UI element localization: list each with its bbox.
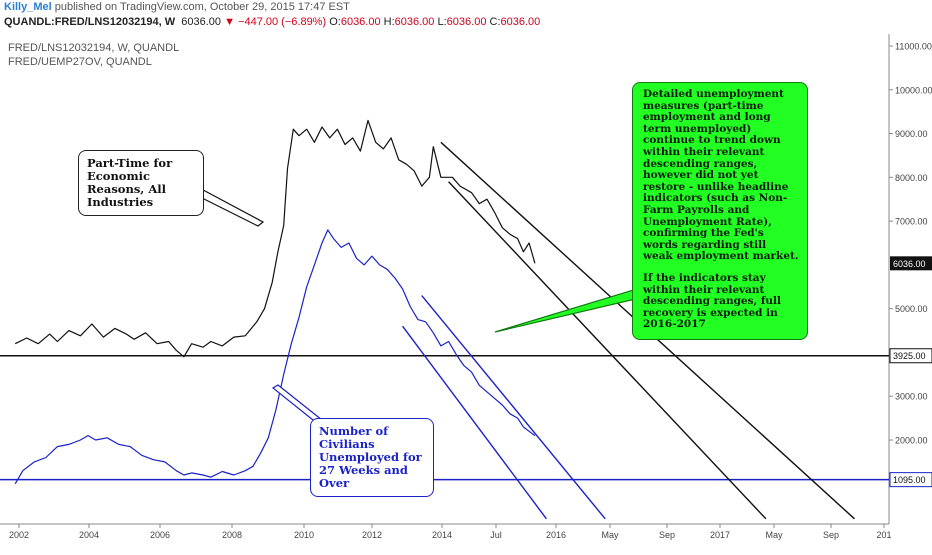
y-tick-label: 2000.00 bbox=[895, 436, 928, 446]
y-tick-label: 11000.00 bbox=[895, 42, 932, 52]
x-tick-label: 2014 bbox=[432, 530, 452, 540]
open-label: O: bbox=[329, 16, 341, 28]
chart-canvas[interactable]: 11000.00 10000.00 9000.00 8000.00 7000.00 500… bbox=[0, 34, 932, 550]
main-series-label[interactable]: FRED/LNS12032194, W, QUANDL bbox=[8, 42, 180, 54]
callout-analysis-note[interactable]: Detailed unemployment measures (part-tim… bbox=[632, 82, 808, 340]
x-tick-label: 2012 bbox=[362, 530, 382, 540]
callout-part-time[interactable]: Part-Time for Economic Reasons, All Indu… bbox=[78, 150, 204, 216]
x-tick-label: 2016 bbox=[546, 530, 566, 540]
last-price-label: 6036.00 bbox=[893, 259, 926, 269]
x-tick-label: 2010 bbox=[294, 530, 314, 540]
x-tick-label: May bbox=[765, 530, 783, 540]
x-tick-label: Sep bbox=[659, 530, 675, 540]
long-term-unemployed-series-line bbox=[14, 229, 536, 485]
last-price: 6036.00 bbox=[181, 16, 222, 28]
down-arrow-icon: ▼ bbox=[224, 16, 235, 28]
chart-area[interactable]: 11000.00 10000.00 9000.00 8000.00 7000.00 500… bbox=[0, 34, 932, 550]
part-time-series-line bbox=[14, 119, 536, 358]
x-tick-label: Jul bbox=[490, 530, 502, 540]
analysis-paragraph-1: Detailed unemployment measures (part-tim… bbox=[643, 88, 799, 263]
last-price-tag bbox=[890, 256, 932, 271]
channel-line-lower bbox=[448, 181, 767, 520]
y-tick-label: 5000.00 bbox=[895, 304, 928, 314]
y-tick-label: 7000.00 bbox=[895, 217, 928, 227]
high-label: H: bbox=[383, 16, 395, 28]
callout-blue-pointer bbox=[271, 384, 323, 425]
callout-long-term-unemployed[interactable]: Number of Civilians Unemployed for 27 We… bbox=[310, 418, 434, 497]
x-tick-label: 2002 bbox=[9, 530, 29, 540]
overlay-series-label[interactable]: FRED/UEMP27OV, QUANDL bbox=[8, 56, 152, 68]
x-tick-label: 201 bbox=[876, 530, 891, 540]
y-tick-label: 3000.00 bbox=[895, 392, 928, 402]
low-value: 6036.00 bbox=[446, 16, 487, 28]
y-tick-label: 10000.00 bbox=[895, 85, 932, 95]
callout-black-pointer bbox=[185, 182, 265, 227]
level-price-tag bbox=[889, 348, 932, 364]
open-value: 6036.00 bbox=[340, 16, 381, 28]
high-value: 6036.00 bbox=[394, 16, 435, 28]
publish-line: Killy_Mel published on TradingView.com, … bbox=[4, 1, 350, 13]
low-label: L: bbox=[437, 16, 447, 28]
level-price-tag bbox=[889, 472, 932, 488]
symbol-quote-line: QUANDL:FRED/LNS12032194, W 6036.00 ▼ −44… bbox=[4, 16, 540, 28]
price-change: −447.00 (−6.89%) bbox=[238, 16, 327, 28]
author-link[interactable]: Killy_Mel bbox=[4, 1, 52, 13]
x-tick-label: 2006 bbox=[150, 530, 170, 540]
symbol-name[interactable]: QUANDL:FRED/LNS12032194, W bbox=[4, 16, 176, 28]
x-tick-label: 2008 bbox=[222, 530, 242, 540]
analysis-paragraph-2: If the indicators stay within their rele… bbox=[643, 271, 781, 331]
publish-info: published on TradingView.com, October 29… bbox=[54, 1, 350, 13]
close-value: 6036.00 bbox=[500, 16, 541, 28]
chart-header: Killy_Mel published on TradingView.com, … bbox=[0, 0, 932, 34]
y-tick-label: 8000.00 bbox=[895, 173, 928, 183]
level-price-label: 1095.00 bbox=[893, 475, 926, 485]
channel-line-upper bbox=[421, 295, 606, 520]
y-tick-label: 9000.00 bbox=[895, 129, 928, 139]
channel-line-lower bbox=[402, 325, 547, 520]
close-label: C: bbox=[489, 16, 501, 28]
x-tick-label: Sep bbox=[823, 530, 839, 540]
x-tick-label: 2017 bbox=[710, 530, 730, 540]
level-price-label: 3925.00 bbox=[893, 351, 926, 361]
x-tick-label: 2004 bbox=[79, 530, 99, 540]
x-tick-label: May bbox=[601, 530, 619, 540]
